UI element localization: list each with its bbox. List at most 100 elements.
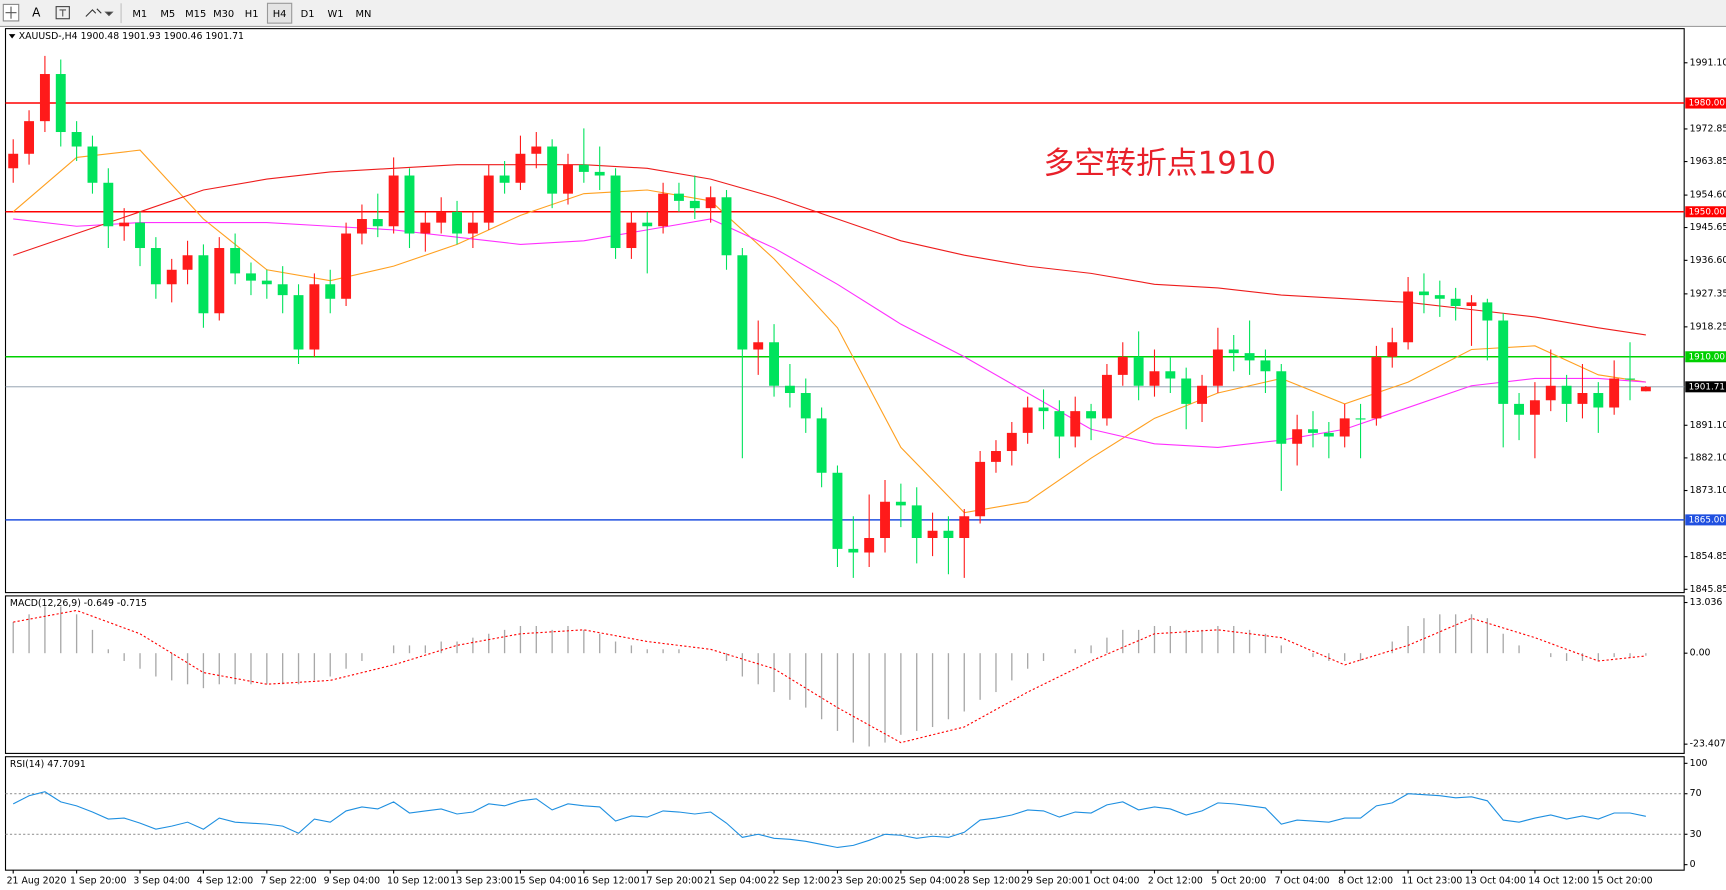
macd-bar — [995, 653, 997, 693]
y-tick-label: 1936.60 — [1690, 255, 1726, 266]
macd-bar — [1280, 645, 1282, 654]
macd-bar — [91, 629, 94, 654]
timeframe-button[interactable]: M30 — [213, 9, 234, 20]
macd-bar — [789, 653, 791, 700]
candle-body — [372, 219, 383, 227]
candle-body — [1466, 302, 1477, 307]
macd-bar — [1074, 649, 1076, 654]
candle-body — [658, 193, 669, 227]
candle-body — [626, 222, 637, 249]
candle-body — [499, 175, 510, 183]
candle-body — [959, 516, 970, 539]
macd-bar — [1359, 653, 1362, 661]
macd-bar — [12, 622, 14, 654]
annotation: 多空转折点1910 — [1044, 146, 1277, 182]
macd-bar — [947, 653, 950, 720]
macd-bar — [440, 641, 442, 654]
macd-bar — [234, 653, 236, 685]
macd-bar — [963, 653, 965, 712]
macd-bar — [345, 653, 347, 669]
candle-body — [103, 182, 114, 227]
y-tick-label: 1873.10 — [1690, 485, 1726, 496]
macd-bar — [1201, 629, 1203, 654]
timeframe-button[interactable]: M1 — [132, 9, 147, 20]
candle-body — [578, 164, 589, 172]
candle-body — [277, 284, 288, 296]
text-label-button[interactable] — [55, 6, 70, 20]
candle-body — [991, 451, 1001, 462]
timeframe-button[interactable]: M15 — [185, 9, 206, 20]
macd-bar — [266, 653, 268, 685]
candle-body — [8, 153, 19, 169]
x-tick-label: 15 Oct 20:00 — [1592, 876, 1653, 887]
macd-bar — [60, 606, 62, 654]
candle-body — [1086, 411, 1097, 419]
timeframe-button[interactable]: H4 — [273, 9, 287, 20]
macd-bar — [757, 653, 759, 685]
macd-bar — [1122, 629, 1124, 654]
candle-body — [1308, 429, 1318, 433]
macd-bar — [916, 653, 918, 731]
toolbar-icons — [2, 3, 122, 24]
tool-label[interactable]: A — [32, 6, 41, 20]
price-level-tag — [1685, 514, 1726, 526]
price-level-tag — [1685, 381, 1726, 393]
macd-bar — [1645, 653, 1647, 656]
candle-body — [594, 171, 605, 176]
candle-body — [1561, 385, 1572, 404]
candle-body — [1403, 291, 1414, 343]
price-level-label: 1865.00 — [1689, 515, 1726, 525]
chart-title: XAUUSD-,H4 1900.48 1901.93 1900.46 1901.… — [19, 31, 244, 42]
timeframe-bar: A M1 M5 M15 M30 H1 H4 D1 W1 MN — [32, 2, 371, 24]
candle-body — [1101, 374, 1112, 419]
macd-bar — [155, 653, 157, 677]
candle-body — [214, 248, 225, 314]
x-tick-label: 16 Sep 12:00 — [577, 876, 639, 887]
y-tick-label: 1845.85 — [1690, 584, 1726, 595]
macd-bar — [599, 633, 601, 654]
x-tick-label: 28 Sep 12:00 — [958, 876, 1020, 887]
x-tick-label: 21 Sep 04:00 — [704, 876, 766, 887]
macd-bar — [472, 637, 474, 654]
candle-body — [356, 219, 367, 234]
candle-body — [261, 280, 272, 285]
macd-bar — [202, 653, 205, 689]
timeframe-button[interactable]: W1 — [327, 9, 343, 20]
candle-body — [246, 273, 256, 281]
macd-bar — [186, 653, 189, 685]
candle-body — [705, 197, 716, 209]
candle-body — [1387, 342, 1398, 357]
y-tick-label: 1918.25 — [1690, 321, 1726, 332]
macd-bar — [567, 625, 569, 654]
candle-body — [911, 505, 922, 539]
timeframe-button[interactable]: MN — [355, 9, 371, 20]
candle-body — [198, 255, 209, 314]
macd-bar — [1454, 614, 1457, 654]
macd-bar — [1042, 653, 1045, 661]
macd-bar — [1423, 618, 1425, 654]
candle-body — [1260, 360, 1271, 372]
candle-body — [1054, 411, 1065, 437]
panel-frame — [4, 756, 1685, 871]
x-tick-label: 7 Sep 22:00 — [260, 876, 316, 887]
macd-bar — [1486, 618, 1489, 654]
toolbar — [0, 0, 1726, 27]
macd-bar — [662, 649, 664, 654]
timeframe-button[interactable]: M5 — [160, 9, 175, 20]
candle-body — [1149, 371, 1160, 386]
macd-bar — [678, 649, 680, 654]
candle-body — [1577, 393, 1588, 404]
rsi-line — [12, 791, 1646, 849]
candle-body — [55, 74, 66, 133]
macd-bar — [282, 653, 284, 685]
price-level-tag — [1685, 206, 1726, 218]
macd-bar — [1264, 633, 1267, 654]
timeframe-button[interactable]: D1 — [301, 9, 315, 20]
macd-bar — [884, 653, 886, 743]
candle-body — [1022, 407, 1033, 433]
timeframe-button[interactable]: H1 — [245, 9, 259, 20]
objects-button[interactable] — [85, 8, 102, 17]
macd-bar — [139, 653, 141, 669]
candle-body — [1133, 356, 1144, 386]
macd-bar — [107, 649, 109, 654]
